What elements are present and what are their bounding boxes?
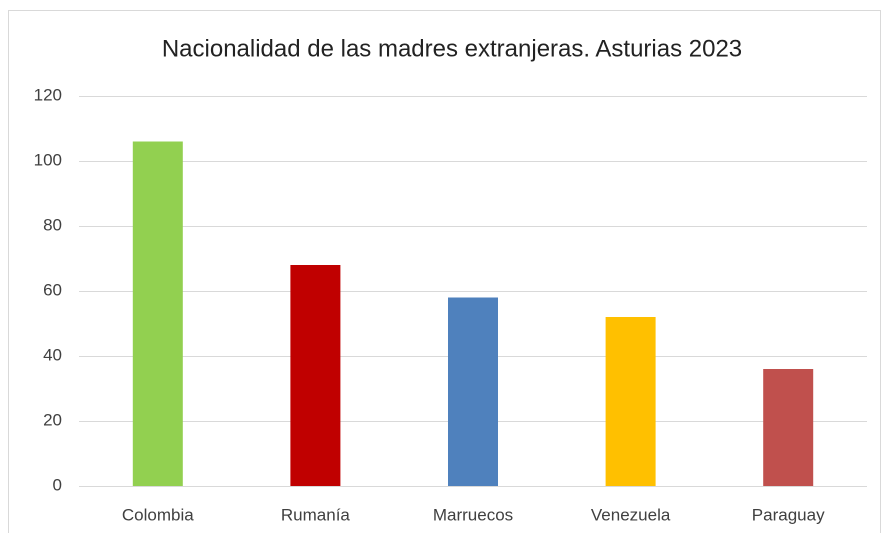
x-tick-label: Colombia xyxy=(122,505,194,524)
x-tick-label: Paraguay xyxy=(752,505,825,524)
y-tick-label: 20 xyxy=(43,410,62,429)
x-tick-label: Marruecos xyxy=(433,505,513,524)
bar xyxy=(448,297,498,486)
y-tick-label: 0 xyxy=(53,475,62,494)
bar xyxy=(605,317,656,486)
bar xyxy=(290,265,341,486)
y-tick-label: 100 xyxy=(34,150,62,169)
x-tick-label: Rumanía xyxy=(281,505,351,524)
x-tick-label: Venezuela xyxy=(591,505,671,524)
y-tick-label: 120 xyxy=(34,85,62,104)
bar xyxy=(763,369,814,486)
chart-title: Nacionalidad de las madres extranjeras. … xyxy=(162,35,742,62)
y-tick-label: 80 xyxy=(43,215,62,234)
y-tick-label: 60 xyxy=(43,280,62,299)
bar xyxy=(132,141,183,486)
y-tick-label: 40 xyxy=(43,345,62,364)
